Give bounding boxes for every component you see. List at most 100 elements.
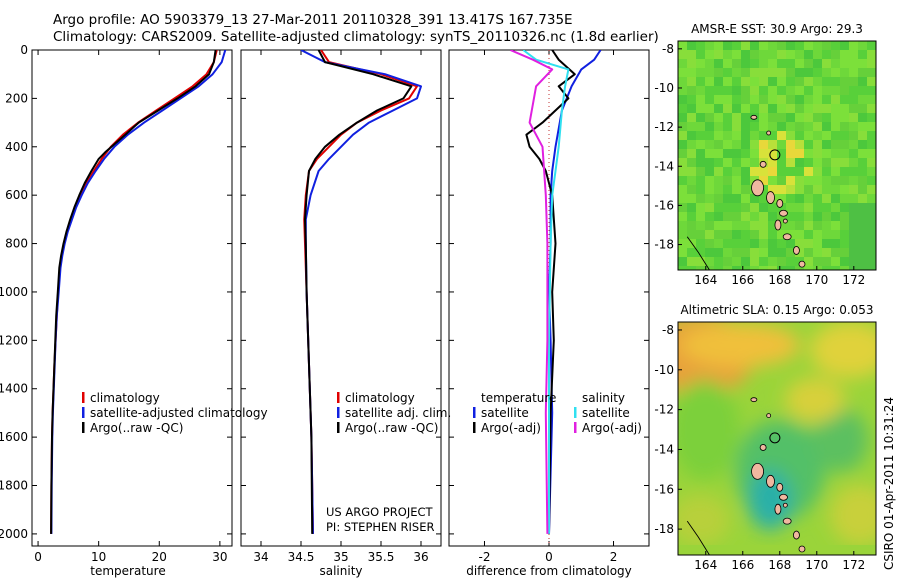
y-tick-label: 1200 [0, 333, 28, 347]
legend-label-temp-argo: Argo(-adj) [481, 421, 541, 435]
legend-label-climatology: climatology [345, 391, 415, 405]
salinity-axes-frame [240, 49, 442, 547]
salinity-xlabel: salinity [319, 564, 362, 578]
map-x-tick-label: 164 [694, 273, 717, 287]
map-x-tick-label: 164 [694, 558, 717, 572]
map-y-tick-label: -14 [654, 159, 674, 173]
island [750, 397, 758, 403]
map-x-tick-label: 168 [768, 273, 791, 287]
map-x-tick-label: 170 [805, 558, 828, 572]
x-tick-label: 35.5 [368, 550, 395, 564]
legend-swatch-sal-argo [574, 422, 577, 433]
legend-label-argo: Argo(..raw -QC) [345, 421, 438, 435]
difference-xlabel: difference from climatology [466, 564, 632, 578]
legend-heading-salinity: salinity [582, 391, 625, 405]
island [766, 191, 775, 204]
island [759, 444, 767, 451]
y-tick-label: 400 [5, 140, 28, 154]
temperature-xlabel: temperature [90, 564, 165, 578]
map-x-tick-label: 166 [731, 273, 754, 287]
island [751, 179, 764, 197]
y-tick-label: 800 [5, 237, 28, 251]
island [779, 209, 788, 217]
island [782, 517, 792, 525]
map-y-tick-label: -10 [654, 363, 674, 377]
legend-label-climatology: climatology [90, 391, 160, 405]
sst-map-panel: AMSR-E SST: 30.9 Argo: 29.3 164 166 168 170… [654, 22, 877, 287]
map-x-tick-label: 170 [805, 273, 828, 287]
x-tick-label: 34 [253, 550, 268, 564]
legend-swatch-sal-satellite [574, 407, 577, 418]
island [766, 130, 772, 136]
temperature-lines [50, 50, 227, 534]
legend-swatch-climatology [337, 392, 340, 403]
x-tick-label: 10 [91, 550, 106, 564]
sla-map-ticks: 164 166 168 170 172 -8 -10 -12 -14 -16 -18 [654, 323, 865, 572]
series-line-argo-raw-qc- [304, 50, 413, 534]
legend-swatch-climatology [82, 392, 85, 403]
island [766, 413, 772, 418]
legend-label-sal-argo: Argo(-adj) [582, 421, 642, 435]
legend-swatch-satellite [82, 407, 85, 418]
y-tick-label: 200 [5, 91, 28, 105]
legend-swatch-temp-satellite [473, 407, 476, 418]
island [782, 502, 788, 508]
temperature-legend: climatology satellite-adjusted climatolo… [82, 391, 268, 435]
sst-map-title: AMSR-E SST: 30.9 Argo: 29.3 [691, 22, 863, 36]
x-tick-label: 36 [413, 550, 428, 564]
map-y-tick-label: -18 [654, 238, 674, 252]
x-tick-label: 0 [545, 550, 553, 564]
difference-ticks: -2 0 2 [449, 49, 649, 564]
y-tick-label: 2000 [0, 527, 28, 541]
legend-swatch-argo [82, 422, 85, 433]
argo-float-marker [769, 149, 781, 161]
series-line-climatology [303, 50, 418, 534]
legend-swatch-temp-argo [473, 422, 476, 433]
map-y-tick-label: -16 [654, 198, 674, 212]
x-tick-label: 35 [333, 550, 348, 564]
series-line-satellite-salinity [522, 50, 570, 534]
series-line-argo-raw-qc- [50, 50, 217, 534]
pi-annotation: PI: STEPHEN RISER [326, 520, 435, 534]
y-tick-label: 1400 [0, 382, 28, 396]
y-tick-label: 600 [5, 188, 28, 202]
legend-label-sal-satellite: satellite [582, 406, 630, 420]
island [759, 160, 767, 168]
difference-lines [509, 50, 602, 546]
y-tick-label: 1800 [0, 479, 28, 493]
sst-map-ticks: 164 166 168 170 172 -8 -10 -12 -14 -16 -18 [654, 42, 865, 287]
island [774, 219, 782, 231]
salinity-panel: 34 34.5 35 35.5 36 salinity climatology sate… [240, 49, 451, 578]
salinity-ticks: 34 34.5 35 35.5 36 [241, 49, 441, 564]
x-tick-label: 2 [610, 550, 618, 564]
sla-map-frame [677, 321, 877, 556]
island [793, 246, 800, 255]
island [793, 530, 800, 540]
y-tick-label: 1600 [0, 430, 28, 444]
island [798, 260, 806, 268]
sla-map-image [678, 322, 876, 555]
y-tick-label: 0 [20, 43, 28, 57]
island [776, 482, 784, 492]
side-caption: CSIRO 01-Apr-2011 10:31:24 [882, 397, 896, 570]
x-tick-label: -2 [478, 550, 490, 564]
map-x-tick-label: 172 [842, 273, 865, 287]
temperature-ticks: 0 10 20 30 0 200 400 600 800 1000 1200 1400 1600 1800… [0, 43, 232, 564]
x-tick-label: 20 [152, 550, 167, 564]
series-line-satellite-temperature [548, 50, 602, 534]
difference-panel: -2 0 2 difference from climatology tempera… [448, 49, 650, 578]
coastline [686, 520, 710, 555]
island [782, 218, 788, 224]
map-y-tick-label: -8 [662, 42, 674, 56]
island [798, 545, 806, 553]
map-y-tick-label: -14 [654, 442, 674, 456]
series-line-satellite-adj-clim- [300, 50, 422, 534]
island [776, 199, 784, 208]
island [751, 462, 764, 480]
map-x-tick-label: 172 [842, 558, 865, 572]
map-y-tick-label: -16 [654, 482, 674, 496]
x-tick-label: 34.5 [288, 550, 315, 564]
legend-label-temp-satellite: satellite [481, 406, 529, 420]
island [779, 493, 788, 501]
